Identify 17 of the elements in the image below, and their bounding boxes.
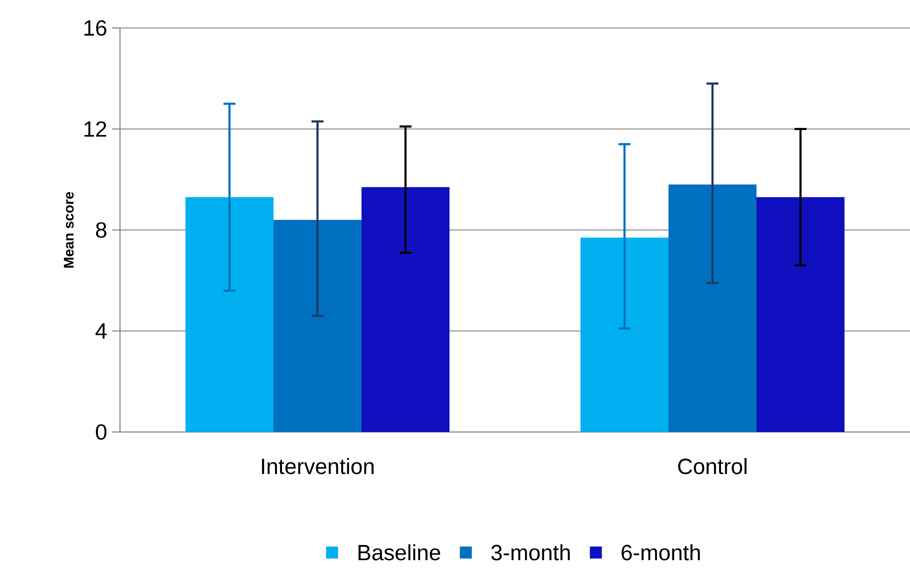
y-tick-label: 8 (96, 222, 106, 238)
bar (668, 184, 756, 432)
bar (274, 220, 362, 432)
bar (580, 238, 668, 432)
bar (362, 187, 450, 432)
legend-label: 6-month (622, 544, 700, 560)
bar (186, 197, 274, 432)
x-tick-label: Control (678, 458, 746, 474)
y-tick-label: 12 (84, 121, 106, 137)
legend-label: 3-month (491, 544, 570, 560)
y-tick-label: 0 (96, 424, 106, 440)
x-tick-label: Intervention (262, 458, 374, 474)
bar (756, 197, 845, 432)
y-axis-title: Mean score (64, 192, 74, 268)
y-tick-label: 4 (96, 323, 107, 339)
legend-label: Baseline (358, 544, 440, 560)
y-tick-label: 16 (84, 20, 106, 36)
